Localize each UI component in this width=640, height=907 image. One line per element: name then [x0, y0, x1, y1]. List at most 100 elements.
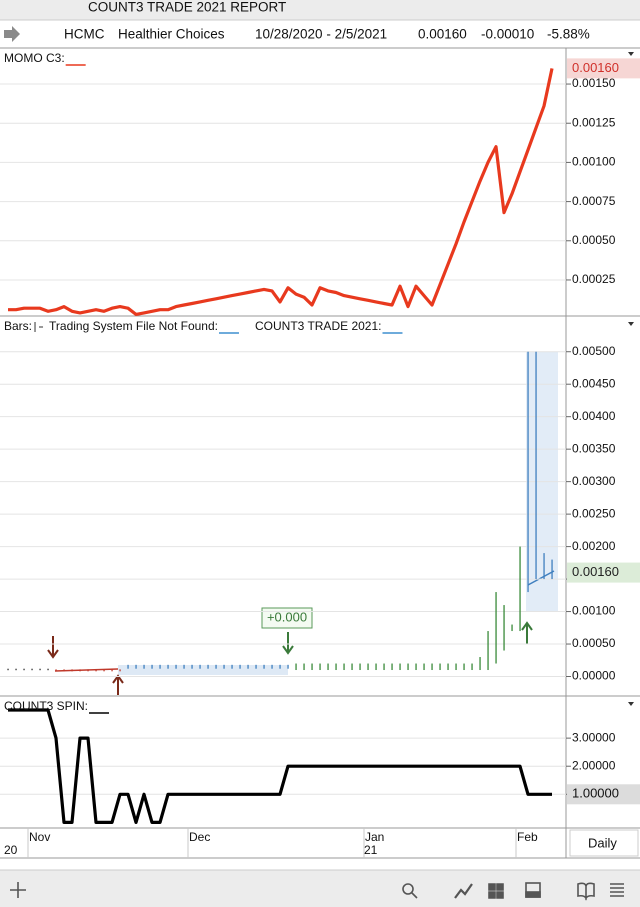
price-bar	[263, 664, 265, 669]
price-bar	[487, 631, 489, 671]
title-bar	[0, 0, 640, 20]
series-line	[8, 68, 554, 316]
y-tick-label: 0.00100	[572, 604, 616, 618]
legend-label: COUNT3 TRADE 2021:	[255, 319, 382, 333]
price-bar	[95, 669, 97, 672]
y-tick-label: 0.00500	[572, 344, 616, 358]
toolbar-icons[interactable]	[10, 882, 624, 901]
x-tick-label: Feb	[517, 830, 538, 844]
price-bar	[495, 592, 497, 664]
period-label: Daily	[588, 835, 617, 850]
last-value-label: 0.00160	[572, 564, 619, 579]
window-title: COUNT3 TRADE 2021 REPORT	[88, 0, 286, 15]
price-bar	[55, 669, 57, 672]
price-bar	[543, 553, 545, 580]
y-tick-label: 3.00000	[572, 730, 616, 744]
price-bar	[191, 664, 193, 669]
period-button[interactable]	[569, 829, 639, 857]
x-tick-label: Jan	[365, 830, 384, 844]
legend-label: Trading System File Not Found:	[49, 319, 218, 333]
price-bar	[7, 668, 9, 671]
y-tick-label: 0.00000	[572, 669, 616, 683]
price-bar	[255, 664, 257, 669]
y-tick-label: 0.00150	[572, 76, 616, 90]
price-bar	[375, 663, 377, 671]
legend-label: MOMO C3:	[4, 51, 65, 65]
last-price: 0.00160	[418, 27, 467, 42]
price-bar	[327, 663, 329, 671]
last-value-tag	[567, 58, 640, 79]
price-bar	[223, 664, 225, 669]
price-bar	[399, 663, 401, 671]
price-bar	[287, 664, 289, 669]
panel-menus[interactable]	[628, 52, 634, 706]
trade-region	[118, 665, 288, 675]
date-range: 10/28/2020 - 2/5/2021	[255, 27, 387, 42]
last-value-tag	[567, 784, 640, 805]
price-bar	[159, 664, 161, 669]
price-bar	[407, 663, 409, 671]
y-tick-label: 0.00200	[572, 539, 616, 553]
nav-arrow[interactable]	[4, 26, 20, 42]
price-bar	[471, 663, 473, 671]
price-bar	[135, 664, 137, 669]
y-tick-label: 0.00350	[572, 441, 616, 455]
price-bar	[343, 663, 345, 671]
price-bar	[527, 351, 529, 593]
y-tick-label: 0.00050	[572, 233, 616, 247]
y-tick-label: 0.00075	[572, 194, 616, 208]
price-bar	[247, 664, 249, 669]
price-bar	[103, 669, 105, 672]
y-tick-label: 0.00450	[572, 376, 616, 390]
percent-change: -5.88%	[547, 27, 590, 42]
price-bar	[183, 664, 185, 669]
legend-label: Bars:	[4, 319, 32, 333]
price-bar	[535, 351, 537, 580]
trade-line	[527, 570, 555, 586]
price-bar	[143, 664, 145, 669]
year-label: 21	[364, 843, 378, 857]
price-bar	[295, 663, 297, 671]
company-name: Healthier Choices	[118, 27, 225, 42]
price-bar	[423, 663, 425, 671]
price-bar	[335, 663, 337, 671]
price-change: -0.00010	[481, 27, 534, 42]
price-bar	[79, 669, 81, 672]
trade-line	[54, 668, 119, 672]
price-bar	[455, 663, 457, 671]
price-bar	[511, 624, 513, 632]
price-bar	[551, 559, 553, 580]
price-bar	[367, 663, 369, 671]
y-tick-label: 0.00025	[572, 272, 616, 286]
price-bar	[151, 664, 153, 669]
price-bar	[87, 669, 89, 672]
price-bar	[127, 664, 129, 669]
y-tick-label: 0.00400	[572, 409, 616, 423]
symbol: HCMC	[64, 27, 105, 42]
price-bar	[303, 663, 305, 671]
year-label: 20	[4, 843, 18, 857]
price-bar	[111, 669, 113, 672]
price-bar	[63, 669, 65, 672]
price-bar	[383, 663, 385, 671]
price-bar	[39, 668, 41, 671]
price-bar	[271, 664, 273, 669]
x-tick-label: Dec	[189, 830, 210, 844]
y-tick-label: 0.00125	[572, 115, 616, 129]
y-tick-label: 0.00250	[572, 506, 616, 520]
last-value-tag	[567, 562, 640, 583]
price-bar	[359, 663, 361, 671]
y-tick-label: 0.00300	[572, 474, 616, 488]
price-bar	[391, 663, 393, 671]
x-tick-label: Nov	[29, 830, 50, 844]
price-bar	[71, 669, 73, 672]
price-bar	[199, 664, 201, 669]
series-line	[8, 708, 552, 824]
frame	[0, 47, 640, 859]
price-bar	[503, 605, 505, 651]
price-bar	[15, 668, 17, 671]
annotation: +0.000	[267, 609, 307, 624]
price-bar	[239, 664, 241, 669]
y-tick-label: 0.00050	[572, 636, 616, 650]
